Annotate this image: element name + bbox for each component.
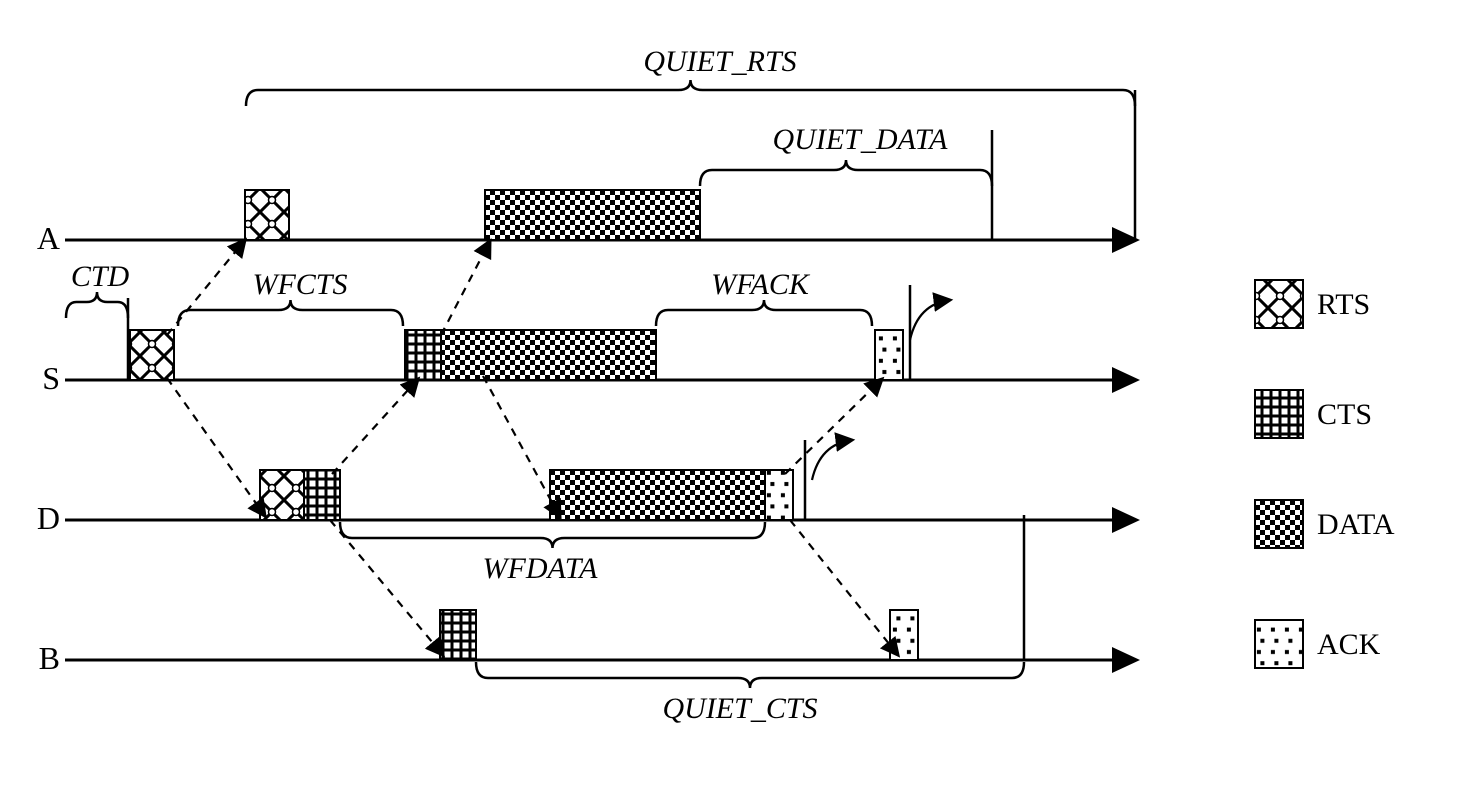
timeline-label-s: S bbox=[30, 360, 60, 397]
timeline-label-d: D bbox=[30, 500, 60, 537]
brace-label-wfcts: WFCTS bbox=[220, 268, 380, 302]
brace-label-quiet_rts: QUIET_RTS bbox=[590, 45, 850, 79]
brace-label-quiet_data: QUIET_DATA bbox=[730, 123, 990, 157]
brace-label-wfack: WFACK bbox=[680, 268, 840, 302]
brace-label-ctd: CTD bbox=[50, 260, 150, 294]
legend-label-cts: CTS bbox=[1317, 398, 1372, 432]
legend-label-ack: ACK bbox=[1317, 628, 1380, 662]
legend-label-rts: RTS bbox=[1317, 288, 1370, 322]
timeline-label-b: B bbox=[30, 640, 60, 677]
legend-label-data: DATA bbox=[1317, 508, 1395, 542]
timeline-label-a: A bbox=[30, 220, 60, 257]
protocol-timing-diagram: A S D B QUIET_RTS QUIET_DATA CTD WFCTS WFACK WFDA… bbox=[20, 20, 1461, 771]
brace-label-wfdata: WFDATA bbox=[440, 552, 640, 586]
brace-label-quiet_cts: QUIET_CTS bbox=[610, 692, 870, 726]
